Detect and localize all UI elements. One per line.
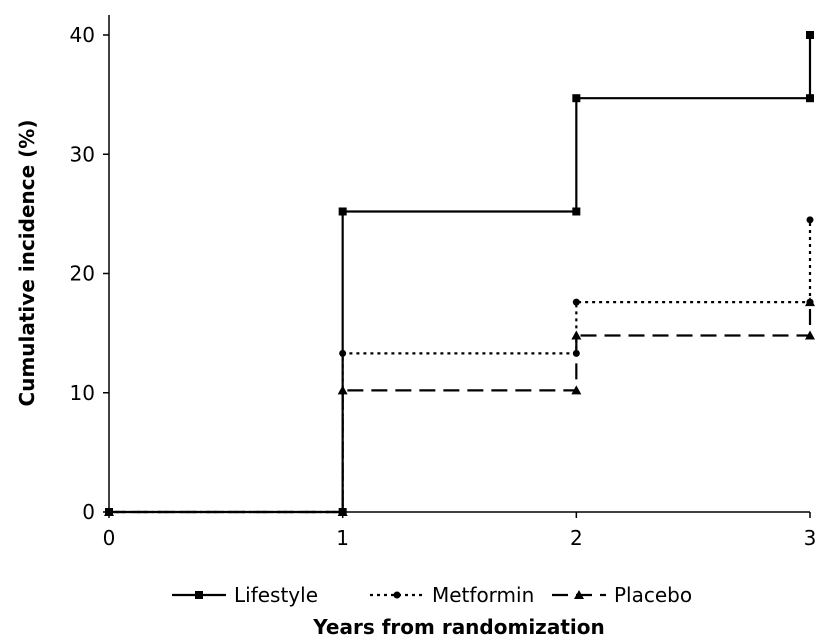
data-point-metformin — [806, 216, 814, 224]
data-point-metformin — [806, 298, 814, 306]
legend-item-metformin: Metformin — [370, 583, 534, 607]
series-metformin — [105, 216, 814, 516]
series-line-lifestyle — [109, 35, 812, 514]
y-axis-title: Cumulative incidence (%) — [15, 120, 39, 407]
legend-label-metformin: Metformin — [432, 583, 534, 607]
x-tick-label: 3 — [804, 526, 816, 550]
ticks-layer: 0 10 20 30 40 0 1 2 3 — [70, 23, 816, 550]
data-point-lifestyle — [806, 31, 814, 39]
y-tick-label: 10 — [70, 381, 95, 405]
legend-label-placebo: Placebo — [614, 583, 692, 607]
y-tick-label: 20 — [70, 262, 95, 286]
series-line-placebo — [109, 302, 812, 514]
series-lifestyle — [105, 31, 814, 516]
y-tick-label: 30 — [70, 142, 95, 166]
data-point-lifestyle — [572, 207, 581, 216]
x-tick-label: 0 — [103, 526, 116, 550]
data-point-metformin — [572, 298, 580, 306]
legend-label-lifestyle: Lifestyle — [234, 583, 318, 607]
x-tick-label: 1 — [336, 526, 349, 550]
data-point-placebo — [805, 330, 815, 340]
series-line-metformin — [109, 219, 812, 514]
data-point-lifestyle — [338, 207, 347, 216]
y-tick-label: 40 — [70, 23, 95, 47]
data-point-metformin — [572, 349, 580, 357]
series-layer — [104, 31, 815, 516]
legend-item-lifestyle: Lifestyle — [172, 583, 318, 607]
data-point-lifestyle — [806, 94, 814, 103]
axes — [108, 15, 810, 513]
x-tick-label: 2 — [570, 526, 583, 550]
legend-marker-metformin — [393, 591, 401, 599]
series-placebo — [104, 297, 815, 516]
y-tick-label: 0 — [82, 500, 95, 524]
legend-marker-placebo — [574, 590, 584, 599]
data-point-placebo — [571, 385, 582, 395]
legend-marker-lifestyle — [195, 591, 203, 599]
legend-item-placebo: Placebo — [552, 583, 692, 607]
x-axis-title: Years from randomization — [312, 615, 604, 639]
data-point-lifestyle — [572, 94, 581, 103]
legend: Lifestyle Metformin Placebo — [172, 583, 692, 607]
